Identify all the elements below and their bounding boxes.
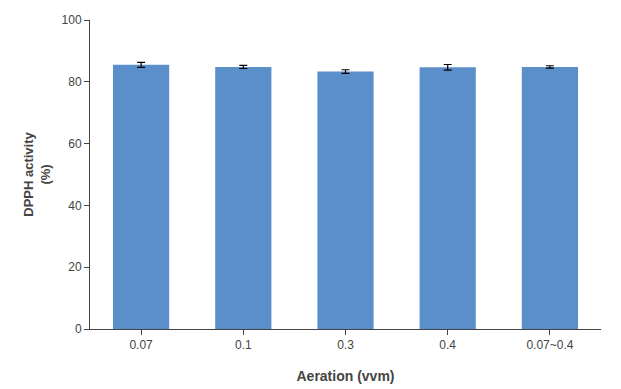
svg-text:0.4: 0.4 [439,338,456,352]
svg-text:40: 40 [68,199,82,213]
svg-text:0.1: 0.1 [235,338,252,352]
svg-text:DPPH activity(%): DPPH activity(%) [21,131,53,216]
svg-text:0: 0 [75,322,82,336]
svg-text:0.3: 0.3 [337,338,354,352]
svg-text:0.07~0.4: 0.07~0.4 [526,338,573,352]
svg-text:Aeration (vvm): Aeration (vvm) [296,368,394,384]
svg-text:100: 100 [62,13,82,27]
svg-text:0.07: 0.07 [129,338,153,352]
svg-text:80: 80 [68,75,82,89]
svg-text:60: 60 [68,137,82,151]
svg-text:20: 20 [68,260,82,274]
